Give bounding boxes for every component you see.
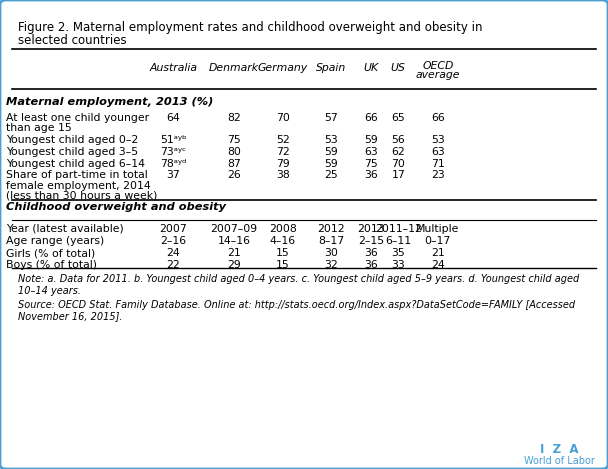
Text: I  Z  A: I Z A: [540, 443, 579, 456]
Text: Boys (% of total): Boys (% of total): [6, 260, 97, 270]
Text: 66: 66: [364, 113, 378, 122]
Text: Note: a. Data for 2011. b. Youngest child aged 0–4 years. c. Youngest child aged: Note: a. Data for 2011. b. Youngest chil…: [18, 274, 579, 284]
Text: 36: 36: [364, 248, 378, 258]
Text: 2012: 2012: [317, 224, 345, 234]
Text: World of Labor: World of Labor: [524, 456, 595, 466]
Text: 65: 65: [392, 113, 405, 122]
Text: 71: 71: [431, 159, 444, 168]
Text: 38: 38: [276, 170, 289, 180]
Text: 21: 21: [227, 248, 241, 258]
Text: 63: 63: [431, 147, 444, 157]
Text: 2007: 2007: [159, 224, 187, 234]
Text: 2–15: 2–15: [358, 236, 384, 246]
Text: 2011–12: 2011–12: [375, 224, 422, 234]
Text: 87: 87: [227, 159, 241, 168]
Text: 59: 59: [325, 159, 338, 168]
Text: Figure 2. Maternal employment rates and childhood overweight and obesity in: Figure 2. Maternal employment rates and …: [18, 21, 483, 34]
Text: female employment, 2014: female employment, 2014: [6, 181, 151, 190]
Text: 14–16: 14–16: [218, 236, 250, 246]
Text: 79: 79: [276, 159, 289, 168]
Text: Australia: Australia: [150, 63, 197, 73]
Text: 72: 72: [276, 147, 289, 157]
Text: (less than 30 hours a week): (less than 30 hours a week): [6, 191, 157, 201]
Text: 32: 32: [325, 260, 338, 270]
Text: 0–17: 0–17: [424, 236, 451, 246]
Text: UK: UK: [364, 63, 378, 73]
Text: 2013: 2013: [357, 224, 385, 234]
Text: 66: 66: [431, 113, 444, 122]
Text: At least one child younger: At least one child younger: [6, 113, 149, 122]
Text: 25: 25: [325, 170, 338, 180]
Text: 52: 52: [276, 135, 289, 145]
Text: 2007–09: 2007–09: [210, 224, 258, 234]
Text: 82: 82: [227, 113, 241, 122]
Text: Denmark: Denmark: [209, 63, 259, 73]
Text: 75: 75: [227, 135, 241, 145]
Text: Girls (% of total): Girls (% of total): [6, 248, 95, 258]
Text: 36: 36: [364, 170, 378, 180]
Text: 63: 63: [364, 147, 378, 157]
Text: than age 15: than age 15: [6, 123, 72, 133]
Text: 36: 36: [364, 260, 378, 270]
Text: Youngest child aged 6–14: Youngest child aged 6–14: [6, 159, 145, 168]
Text: Age range (years): Age range (years): [6, 236, 105, 246]
Text: 56: 56: [392, 135, 405, 145]
Text: 23: 23: [431, 170, 444, 180]
Text: Multiple: Multiple: [416, 224, 460, 234]
Text: November 16, 2015].: November 16, 2015].: [18, 311, 123, 321]
Text: 73ᵃʸᶜ: 73ᵃʸᶜ: [161, 147, 186, 157]
Text: 59: 59: [364, 135, 378, 145]
Text: 30: 30: [325, 248, 338, 258]
Text: 64: 64: [167, 113, 180, 122]
Text: US: US: [391, 63, 406, 73]
Text: 75: 75: [364, 159, 378, 168]
Text: 24: 24: [431, 260, 444, 270]
Text: 80: 80: [227, 147, 241, 157]
Text: 15: 15: [276, 248, 289, 258]
Text: 35: 35: [392, 248, 405, 258]
Text: 53: 53: [431, 135, 444, 145]
Text: 70: 70: [276, 113, 289, 122]
Text: 59: 59: [325, 147, 338, 157]
Text: 4–16: 4–16: [270, 236, 295, 246]
Text: 26: 26: [227, 170, 241, 180]
Text: 57: 57: [325, 113, 338, 122]
Text: Youngest child aged 0–2: Youngest child aged 0–2: [6, 135, 139, 145]
Text: 33: 33: [392, 260, 405, 270]
Text: 15: 15: [276, 260, 289, 270]
Text: 24: 24: [167, 248, 180, 258]
Text: 17: 17: [392, 170, 405, 180]
Text: 51ᵃʸᵇ: 51ᵃʸᵇ: [160, 135, 187, 145]
Text: 53: 53: [325, 135, 338, 145]
Text: OECD: OECD: [422, 61, 454, 71]
Text: Source: OECD Stat. Family Database. Online at: http://stats.oecd.org/Index.aspx?: Source: OECD Stat. Family Database. Onli…: [18, 300, 575, 310]
Text: 8–17: 8–17: [319, 236, 344, 246]
Text: selected countries: selected countries: [18, 34, 127, 47]
Text: 29: 29: [227, 260, 241, 270]
Text: 37: 37: [167, 170, 180, 180]
Text: 78ᵃʸᵈ: 78ᵃʸᵈ: [160, 159, 187, 168]
Text: Childhood overweight and obesity: Childhood overweight and obesity: [6, 202, 226, 212]
Text: average: average: [415, 70, 460, 80]
Text: 2008: 2008: [269, 224, 297, 234]
Text: Year (latest available): Year (latest available): [6, 224, 124, 234]
Text: Share of part-time in total: Share of part-time in total: [6, 170, 148, 180]
Text: 62: 62: [392, 147, 405, 157]
Text: 22: 22: [167, 260, 180, 270]
Text: 21: 21: [431, 248, 444, 258]
Text: 10–14 years.: 10–14 years.: [18, 286, 81, 295]
Text: Youngest child aged 3–5: Youngest child aged 3–5: [6, 147, 138, 157]
Text: Spain: Spain: [316, 63, 347, 73]
Text: 6–11: 6–11: [385, 236, 411, 246]
Text: 70: 70: [392, 159, 405, 168]
Text: 2–16: 2–16: [161, 236, 186, 246]
Text: Maternal employment, 2013 (%): Maternal employment, 2013 (%): [6, 97, 213, 107]
Text: Germany: Germany: [258, 63, 308, 73]
